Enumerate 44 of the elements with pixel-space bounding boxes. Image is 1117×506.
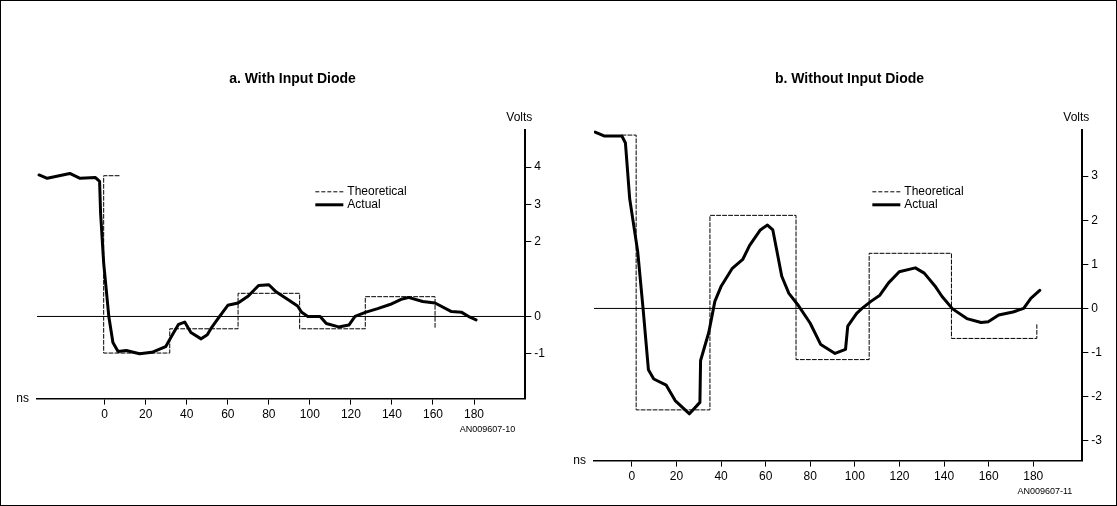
x-tick-label: 160 [978, 469, 1000, 484]
x-tick-label: 0 [101, 407, 109, 422]
x-tick-label: 120 [340, 407, 362, 422]
x-tick-label: 40 [714, 469, 729, 484]
x-tick-label: 140 [381, 407, 403, 422]
y-tick-label: 1 [1091, 256, 1099, 271]
x-tick-label: 80 [262, 407, 276, 422]
y-tick-label: 4 [534, 159, 542, 174]
y-tick-label: 0 [1091, 300, 1099, 315]
x-axis-title: ns [16, 390, 29, 405]
text: AN009607-11 [1017, 485, 1073, 496]
y-tick-label: -1 [1091, 344, 1103, 359]
y-tick-label: -3 [1091, 433, 1103, 448]
chart-title: b. Without Input Diode [774, 70, 925, 87]
x-tick-label: 60 [221, 407, 235, 422]
y-axis-title: Volts [506, 110, 533, 125]
y-tick-label: 3 [1091, 168, 1099, 183]
x-axis-title: ns [573, 452, 586, 467]
x-tick-label: 60 [759, 469, 773, 484]
x-tick-label: 20 [669, 469, 684, 484]
x-tick-label: 40 [180, 407, 194, 422]
y-tick-label: 3 [534, 196, 542, 211]
y-tick-label: -2 [1091, 388, 1103, 403]
y-tick-label: 2 [1091, 212, 1099, 227]
legend-label: Actual [347, 197, 381, 212]
y-tick-label: 2 [534, 234, 542, 249]
y-tick-label: -1 [534, 346, 546, 361]
y-tick-label: 0 [534, 308, 542, 323]
y-axis-title: Volts [1063, 110, 1090, 125]
x-tick-label: 80 [803, 469, 818, 484]
x-tick-label: 120 [889, 469, 910, 484]
legend-label: Theoretical [347, 184, 407, 199]
x-tick-label: 160 [422, 407, 444, 422]
legend-label: Actual [904, 197, 938, 212]
x-tick-label: 100 [299, 407, 321, 422]
x-tick-label: 20 [139, 407, 153, 422]
x-tick-label: 180 [1023, 469, 1044, 484]
text: AN009607-10 [459, 423, 516, 434]
x-tick-label: 140 [934, 469, 955, 484]
chart-title: a. With Input Diode [229, 70, 357, 87]
x-tick-label: 100 [844, 469, 866, 484]
legend-label: Theoretical [904, 184, 964, 199]
x-tick-label: 180 [464, 407, 485, 422]
x-tick-label: 0 [628, 469, 636, 484]
